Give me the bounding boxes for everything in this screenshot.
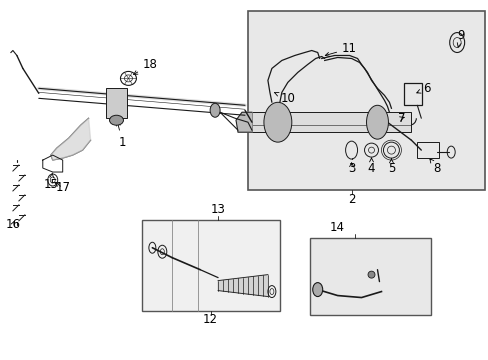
Text: 1: 1 — [116, 122, 126, 149]
Polygon shape — [236, 112, 251, 132]
Text: 15: 15 — [43, 173, 58, 192]
Text: 10: 10 — [274, 92, 295, 105]
Text: 12: 12 — [202, 313, 217, 326]
Text: 18: 18 — [133, 58, 158, 75]
Ellipse shape — [367, 271, 374, 278]
Bar — [416, 142, 438, 158]
Bar — [309, 238, 430, 315]
Bar — [105, 88, 127, 118]
Text: 14: 14 — [329, 221, 345, 234]
Text: 6: 6 — [416, 82, 430, 95]
Text: 8: 8 — [429, 159, 440, 175]
Text: 11: 11 — [325, 42, 356, 56]
Text: 4: 4 — [367, 158, 374, 175]
Text: 16: 16 — [5, 218, 20, 231]
Text: 2: 2 — [347, 193, 355, 206]
Ellipse shape — [264, 102, 291, 142]
Ellipse shape — [312, 283, 322, 297]
Text: 3: 3 — [347, 162, 355, 175]
Text: 5: 5 — [387, 159, 394, 175]
Text: 7: 7 — [397, 112, 405, 125]
Ellipse shape — [366, 105, 387, 139]
Polygon shape — [51, 118, 90, 160]
Bar — [404, 84, 422, 105]
Text: 9: 9 — [456, 29, 464, 48]
Text: 17: 17 — [55, 181, 70, 194]
Bar — [251, 112, 410, 132]
Ellipse shape — [210, 103, 220, 117]
Bar — [247, 11, 484, 190]
Polygon shape — [218, 275, 267, 297]
Ellipse shape — [109, 115, 123, 125]
Bar — [142, 220, 279, 311]
Text: 13: 13 — [210, 203, 225, 216]
